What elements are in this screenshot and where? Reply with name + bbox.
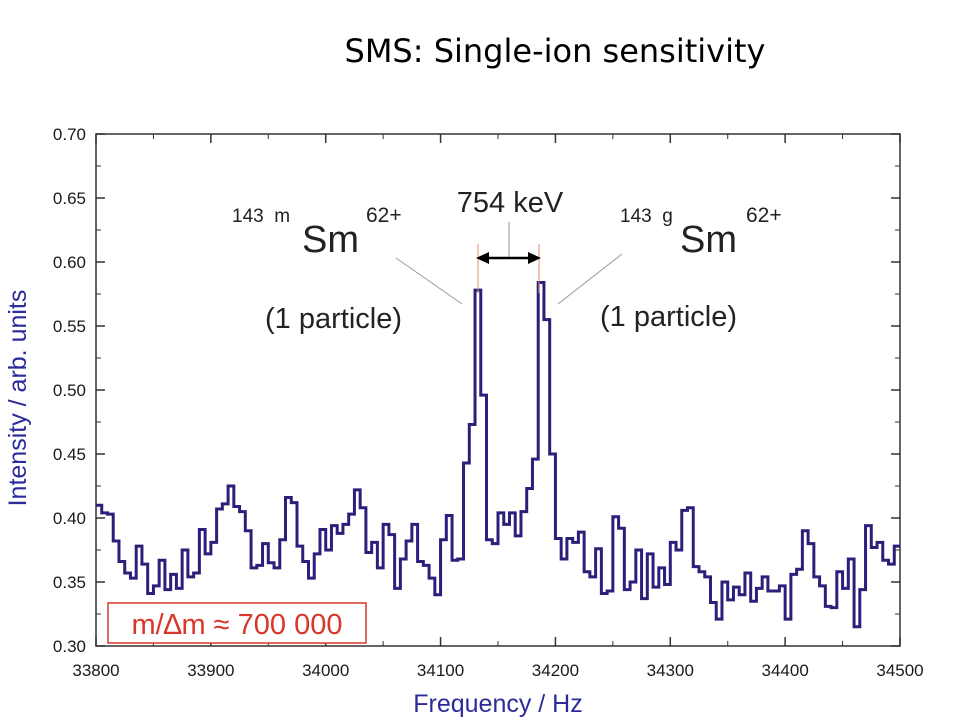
y-tick-label: 0.35 xyxy=(53,573,86,592)
y-tick-label: 0.65 xyxy=(53,189,86,208)
right-state-letter: g xyxy=(662,206,673,227)
y-tick-label: 0.30 xyxy=(53,637,86,656)
x-axis-title: Frequency / Hz xyxy=(413,690,583,718)
y-tick-label: 0.70 xyxy=(53,125,86,144)
arrow-head-right xyxy=(528,252,541,264)
resolution-box xyxy=(107,602,367,644)
left-particle-count: (1 particle) xyxy=(265,303,402,335)
x-tick-label: 34100 xyxy=(417,661,464,680)
right-mass-number: 143 xyxy=(620,206,652,227)
left-mass-number: 143 xyxy=(232,206,264,227)
separation-label: 754 keV xyxy=(457,187,564,219)
x-tick-label: 33900 xyxy=(187,661,234,680)
resolution-label: m/∆m ≈ 700 000 xyxy=(132,609,343,641)
right-isotope-label: 143 g Sm 62+ xyxy=(620,189,782,261)
x-ticks: 33800 33900 34000 34100 34200 34300 34400 34500 xyxy=(72,134,924,680)
x-tick-label: 34000 xyxy=(302,661,349,680)
right-leader-line xyxy=(557,253,623,305)
y-tick-label: 0.60 xyxy=(53,253,86,272)
x-tick-label: 33800 xyxy=(72,661,119,680)
right-element-symbol: Sm xyxy=(680,219,737,261)
x-tick-label: 34300 xyxy=(647,661,694,680)
y-tick-label: 0.40 xyxy=(53,509,86,528)
y-tick-label: 0.55 xyxy=(53,317,86,336)
data-series-line xyxy=(96,280,900,629)
x-tick-label: 34500 xyxy=(876,661,923,680)
y-ticks: 0.30 0.35 0.40 0.45 0.50 0.55 0.60 0.65 0.70 xyxy=(53,125,900,656)
slide-title: SMS: Single-ion sensitivity xyxy=(344,32,766,70)
y-tick-label: 0.50 xyxy=(53,381,86,400)
y-tick-label: 0.45 xyxy=(53,445,86,464)
arrow-head-left xyxy=(476,252,489,264)
left-charge-state: 62+ xyxy=(366,204,402,227)
right-particle-count: (1 particle) xyxy=(600,301,737,333)
left-leader-line xyxy=(395,257,463,305)
x-tick-label: 34200 xyxy=(532,661,579,680)
left-isotope-label: 143 m Sm 62+ xyxy=(232,189,402,261)
left-state-letter: m xyxy=(274,206,290,227)
x-tick-label: 34400 xyxy=(762,661,809,680)
right-charge-state: 62+ xyxy=(746,204,782,227)
y-axis-title: Intensity / arb. units xyxy=(4,290,32,507)
left-element-symbol: Sm xyxy=(302,219,359,261)
